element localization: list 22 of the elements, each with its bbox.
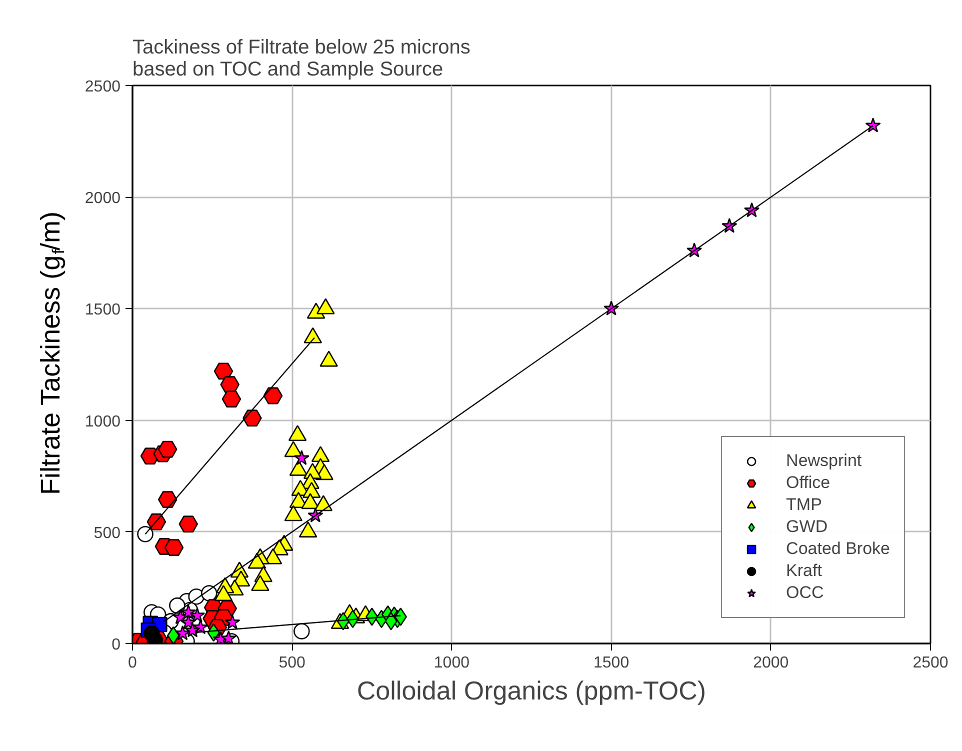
y-axis-title: Filtrate Tackiness (gf/m) bbox=[36, 211, 68, 495]
y-tick-label: 500 bbox=[94, 524, 121, 542]
x-tick-label: 2000 bbox=[753, 654, 789, 672]
x-tick-label: 500 bbox=[278, 654, 306, 672]
y-tick-label: 2000 bbox=[84, 190, 121, 208]
legend-label: GWD bbox=[786, 517, 828, 537]
legend-label: OCC bbox=[786, 583, 824, 603]
x-axis-title: Colloidal Organics (ppm-TOC) bbox=[356, 676, 706, 706]
y-tick-label: 2500 bbox=[84, 78, 121, 96]
legend-label: Newsprint bbox=[786, 451, 862, 471]
x-tick-label: 2500 bbox=[912, 654, 948, 672]
legend-label: Office bbox=[786, 473, 830, 493]
legend-label: Coated Broke bbox=[786, 539, 890, 559]
legend-label: Kraft bbox=[786, 561, 822, 581]
chart-title: Tackiness of Filtrate below 25 microns based on TOC and Sample Source bbox=[132, 36, 470, 80]
x-tick-label: 1500 bbox=[594, 654, 630, 672]
y-tick-label: 1500 bbox=[84, 302, 121, 319]
y-tick-label: 0 bbox=[112, 636, 121, 654]
legend-label: TMP bbox=[786, 495, 822, 515]
x-tick-label: 1000 bbox=[434, 654, 470, 672]
y-tick-label: 1000 bbox=[84, 413, 121, 430]
x-tick-label: 0 bbox=[128, 654, 138, 672]
